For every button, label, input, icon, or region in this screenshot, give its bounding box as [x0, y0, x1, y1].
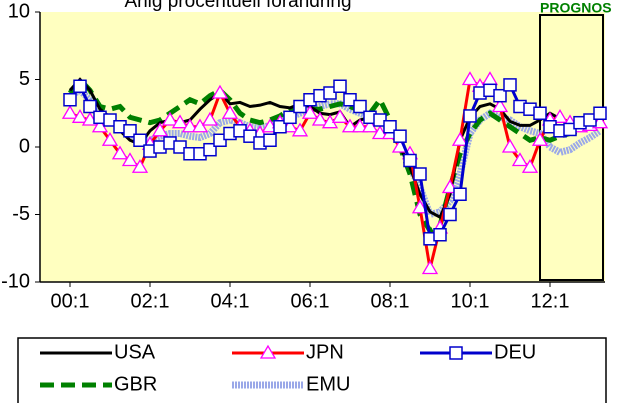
marker	[413, 167, 427, 181]
marker	[433, 228, 447, 242]
marker	[453, 187, 467, 201]
marker	[131, 158, 149, 173]
marker	[393, 129, 407, 143]
forecast-box	[539, 14, 604, 281]
marker	[211, 84, 229, 99]
y-tick-label: -10	[1, 270, 30, 292]
y-tick-label: 5	[19, 68, 30, 90]
marker	[161, 111, 179, 126]
marker	[501, 138, 519, 153]
marker	[449, 346, 463, 360]
marker	[503, 78, 517, 92]
plot-area	[40, 12, 605, 282]
marker	[283, 110, 297, 125]
marker	[181, 118, 199, 133]
marker	[203, 142, 217, 157]
marker	[451, 131, 469, 146]
series-line	[67, 75, 602, 235]
marker	[551, 109, 569, 123]
marker	[133, 133, 147, 147]
x-tick-label: 00:1	[51, 290, 90, 312]
marker	[83, 99, 97, 114]
marker	[191, 118, 209, 133]
marker	[521, 158, 539, 173]
marker	[259, 344, 277, 359]
marker	[461, 71, 479, 86]
marker	[593, 106, 607, 120]
marker	[491, 98, 509, 113]
marker	[403, 153, 417, 168]
marker	[291, 122, 309, 137]
y-tick-label: -5	[12, 203, 30, 225]
marker	[351, 118, 369, 133]
marker	[111, 145, 129, 160]
marker	[151, 122, 169, 137]
marker	[511, 152, 529, 167]
legend-box	[17, 337, 607, 403]
x-tick-label: 10:1	[451, 290, 490, 312]
marker	[121, 152, 139, 167]
marker	[333, 79, 347, 93]
marker	[63, 93, 77, 107]
annotation: PROGNOS	[540, 0, 612, 16]
marker	[71, 109, 89, 123]
marker	[443, 207, 457, 222]
legend-label: JPN	[306, 341, 344, 363]
marker	[123, 124, 137, 138]
legend-label: DEU	[494, 341, 536, 363]
marker	[463, 109, 477, 123]
x-tick-label: 02:1	[131, 290, 170, 312]
legend-label: EMU	[306, 373, 350, 395]
marker	[101, 131, 119, 146]
marker	[61, 104, 79, 119]
marker	[421, 260, 439, 275]
marker	[411, 199, 429, 214]
marker	[493, 88, 507, 103]
x-tick-label: 12:1	[531, 290, 570, 312]
marker	[331, 109, 349, 123]
marker	[383, 120, 397, 134]
marker	[273, 120, 287, 134]
y-tick-label: 10	[8, 0, 30, 22]
marker	[171, 114, 189, 129]
y-tick-label: 0	[19, 135, 30, 157]
marker	[263, 133, 277, 147]
marker	[533, 106, 547, 120]
marker	[353, 99, 367, 114]
marker	[341, 118, 359, 133]
x-tick-label: 04:1	[211, 290, 250, 312]
series-line	[68, 77, 601, 220]
legend-label: GBR	[114, 373, 157, 395]
x-tick-label: 08:1	[371, 290, 410, 312]
marker	[221, 104, 239, 119]
x-tick-label: 06:1	[291, 290, 330, 312]
marker	[73, 79, 87, 93]
legend-label: USA	[114, 341, 156, 363]
marker	[311, 111, 329, 126]
chart-title: Årlig procentuell förändring	[124, 0, 351, 12]
marker	[201, 111, 219, 126]
marker	[531, 131, 549, 146]
